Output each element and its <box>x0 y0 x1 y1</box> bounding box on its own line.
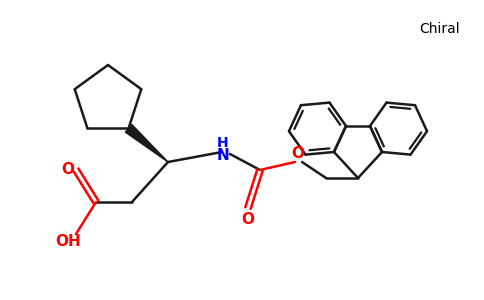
Text: O: O <box>242 212 255 227</box>
Text: N: N <box>217 148 229 163</box>
Text: O: O <box>291 146 304 161</box>
Text: O: O <box>61 161 75 176</box>
Text: Chiral: Chiral <box>419 22 460 36</box>
Polygon shape <box>125 124 168 162</box>
Text: H: H <box>217 136 229 150</box>
Text: OH: OH <box>55 235 81 250</box>
